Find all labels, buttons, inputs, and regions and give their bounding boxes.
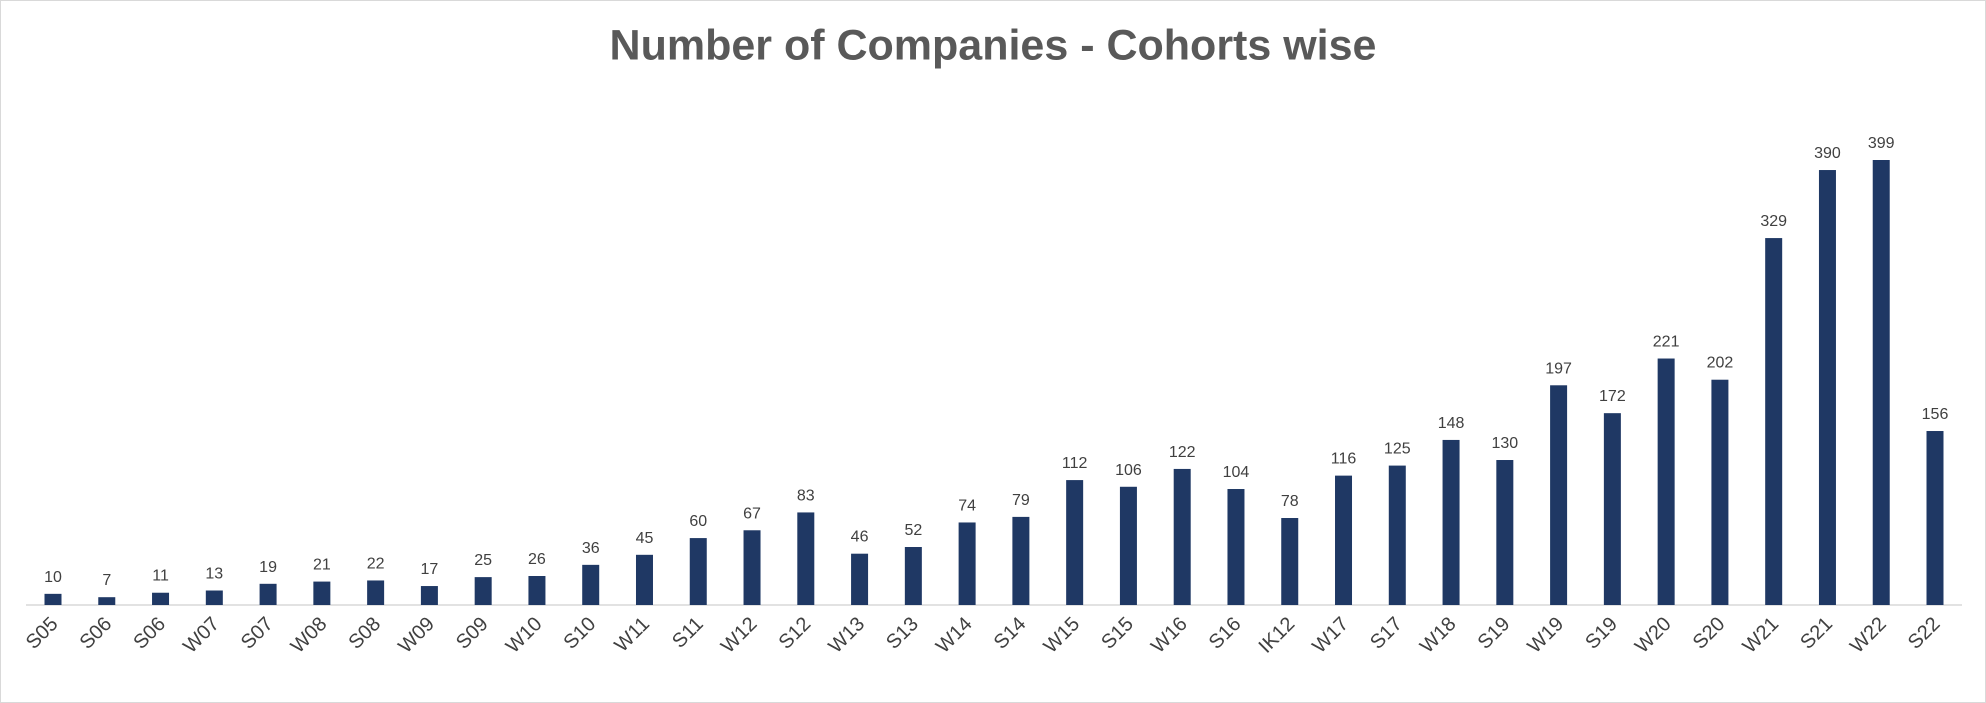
- data-label: 112: [1062, 455, 1088, 472]
- data-label: 21: [313, 557, 331, 574]
- bar: [259, 583, 277, 605]
- bar: [367, 580, 385, 605]
- data-label: 10: [44, 569, 62, 586]
- data-label: 78: [1281, 493, 1299, 510]
- data-label: 74: [958, 497, 976, 514]
- bar: [1657, 358, 1675, 605]
- bar: [958, 522, 976, 605]
- data-label: 7: [102, 572, 111, 589]
- data-label: 197: [1545, 360, 1572, 377]
- data-label: 45: [636, 530, 654, 547]
- bar: [1711, 379, 1729, 605]
- data-label: 52: [904, 522, 922, 539]
- bar: [1119, 486, 1137, 605]
- bar: [1227, 489, 1245, 605]
- data-label: 26: [528, 551, 546, 568]
- bar: [98, 597, 116, 605]
- bar: [743, 530, 761, 605]
- bar: [205, 590, 223, 605]
- data-label: 11: [152, 568, 169, 585]
- bar: [474, 577, 492, 605]
- data-label: 122: [1169, 444, 1196, 461]
- data-label: 83: [797, 487, 815, 504]
- bar: [152, 592, 170, 605]
- data-label: 202: [1707, 355, 1734, 372]
- bar: [1496, 460, 1514, 605]
- bar: [1926, 431, 1944, 605]
- bar: [1173, 468, 1191, 605]
- bar: [904, 547, 922, 605]
- data-label: 329: [1760, 213, 1787, 230]
- bar: [582, 564, 600, 605]
- data-label: 79: [1012, 492, 1030, 509]
- data-label: 46: [851, 529, 869, 546]
- bar: [797, 512, 815, 605]
- data-label: 17: [421, 561, 439, 578]
- data-label: 125: [1384, 441, 1411, 458]
- data-label: 25: [474, 552, 492, 569]
- bar: [528, 576, 546, 605]
- data-label: 36: [582, 540, 600, 557]
- chart-title: Number of Companies - Cohorts wise: [610, 21, 1377, 69]
- data-label: 19: [259, 559, 277, 576]
- data-label: 172: [1599, 388, 1626, 405]
- bar: [1281, 518, 1299, 605]
- bar: [1335, 475, 1353, 605]
- data-label: 106: [1115, 462, 1142, 479]
- data-label: 60: [689, 513, 707, 530]
- data-label: 130: [1491, 435, 1518, 452]
- data-label: 104: [1223, 464, 1250, 481]
- bar: [1765, 238, 1783, 605]
- bar: [420, 586, 438, 605]
- bar: [689, 538, 707, 605]
- bar: [1550, 385, 1568, 605]
- data-label: 67: [743, 505, 761, 522]
- bar: [1442, 439, 1460, 605]
- bar: [1818, 170, 1836, 605]
- bar: [851, 553, 869, 605]
- data-label: 399: [1868, 135, 1895, 152]
- bar: [1603, 413, 1621, 605]
- data-label: 390: [1814, 145, 1841, 162]
- bar: [44, 593, 62, 605]
- data-label: 221: [1653, 334, 1680, 351]
- data-label: 148: [1438, 415, 1465, 432]
- bar: [1872, 160, 1890, 605]
- bar: [313, 581, 331, 605]
- data-label: 22: [367, 555, 385, 572]
- bar: [635, 554, 653, 605]
- bar: [1012, 516, 1030, 605]
- data-label: 13: [205, 566, 223, 583]
- bar: [1388, 465, 1406, 605]
- bar: [1066, 480, 1084, 605]
- data-label: 156: [1922, 406, 1949, 423]
- data-label: 116: [1331, 451, 1357, 468]
